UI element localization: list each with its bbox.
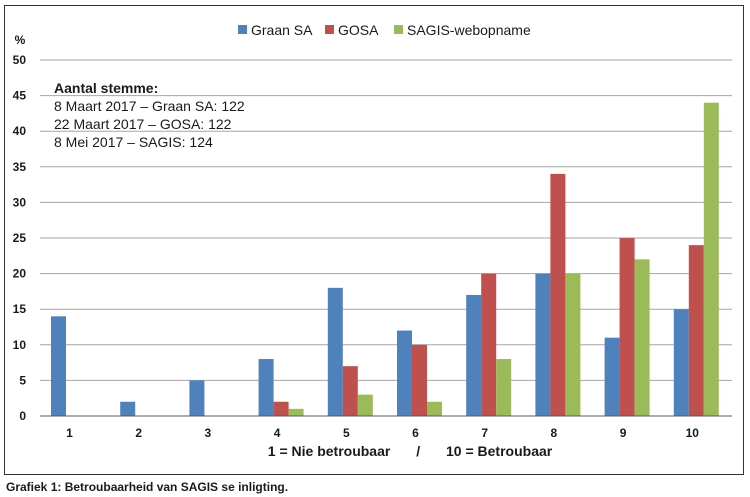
legend: Graan SA GOSA SAGIS-webopname: [238, 22, 531, 38]
annotation-line: 8 Maart 2017 – Graan SA: 122: [54, 98, 245, 114]
y-tick-label: 30: [13, 195, 27, 209]
bar-sagis-webopname: [288, 408, 304, 416]
y-tick-label: 35: [13, 160, 27, 174]
bar-gosa: [412, 344, 427, 416]
x-tick-label: 5: [343, 426, 350, 440]
bar-graan-sa: [604, 337, 620, 416]
bar-gosa: [550, 173, 566, 416]
x-tick-label: 9: [620, 426, 627, 440]
bar-graan-sa: [397, 330, 412, 416]
legend-swatch: [238, 25, 247, 34]
x-tick-label: 4: [274, 426, 281, 440]
bar-graan-sa: [258, 359, 274, 416]
bar-gosa: [688, 245, 704, 416]
x-tick-label: 1: [66, 426, 73, 440]
bar-gosa: [481, 273, 497, 416]
y-tick-label: 0: [19, 409, 26, 423]
legend-label: GOSA: [338, 22, 379, 38]
x-tick-label: 6: [412, 426, 419, 440]
x-axis-label-left: 1 = Nie betroubaar: [267, 443, 391, 459]
legend-swatch: [394, 25, 403, 34]
bar-graan-sa: [327, 287, 343, 416]
y-tick-label: 5: [19, 373, 26, 387]
bar-sagis-webopname: [634, 259, 650, 416]
bar-graan-sa: [51, 316, 66, 416]
bar-sagis-webopname: [565, 273, 581, 416]
x-tick-label: 8: [551, 426, 558, 440]
bar-graan-sa: [466, 294, 482, 416]
legend-label: Graan SA: [251, 22, 313, 38]
bars: [51, 102, 719, 416]
y-tick-label: 25: [13, 231, 27, 245]
y-tick-label: 10: [13, 338, 27, 352]
x-axis-label-separator: /: [416, 443, 421, 459]
y-tick-label: 40: [13, 124, 27, 138]
bar-sagis-webopname: [357, 394, 373, 416]
vote-count-annotation: Aantal stemme: 8 Maart 2017 – Graan SA: …: [54, 79, 245, 151]
bar-gosa: [342, 366, 358, 416]
bar-sagis-webopname: [496, 359, 512, 416]
bar-graan-sa: [535, 273, 551, 416]
bar-sagis-webopname: [427, 401, 442, 416]
y-tick-label: 45: [13, 89, 27, 103]
bar-sagis-webopname: [703, 102, 719, 416]
legend-label: SAGIS-webopname: [407, 22, 531, 38]
bar-graan-sa: [673, 309, 689, 416]
x-axis-label-right: 10 = Betroubaar: [446, 443, 553, 459]
legend-swatch: [325, 25, 334, 34]
annotation-line: 8 Mei 2017 – SAGIS: 124: [54, 134, 213, 150]
x-tick-label: 3: [205, 426, 212, 440]
x-axis-label: 1 = Nie betroubaar / 10 = Betroubaar: [0, 443, 750, 459]
bar-gosa: [619, 238, 635, 416]
x-tick-label: 7: [481, 426, 488, 440]
x-tick-label: 10: [686, 426, 700, 440]
y-axis-label: %: [15, 33, 26, 47]
x-tick-label: 2: [135, 426, 142, 440]
annotation-line: 22 Maart 2017 – GOSA: 122: [54, 116, 232, 132]
annotation-title: Aantal stemme:: [54, 80, 159, 96]
figure-caption: Grafiek 1: Betroubaarheid van SAGIS se i…: [6, 480, 289, 494]
y-tick-label: 15: [13, 302, 27, 316]
y-tick-label: 20: [13, 267, 27, 281]
bar-gosa: [273, 401, 289, 416]
bar-graan-sa: [120, 401, 136, 416]
bar-graan-sa: [189, 380, 205, 416]
y-tick-label: 50: [13, 53, 27, 67]
